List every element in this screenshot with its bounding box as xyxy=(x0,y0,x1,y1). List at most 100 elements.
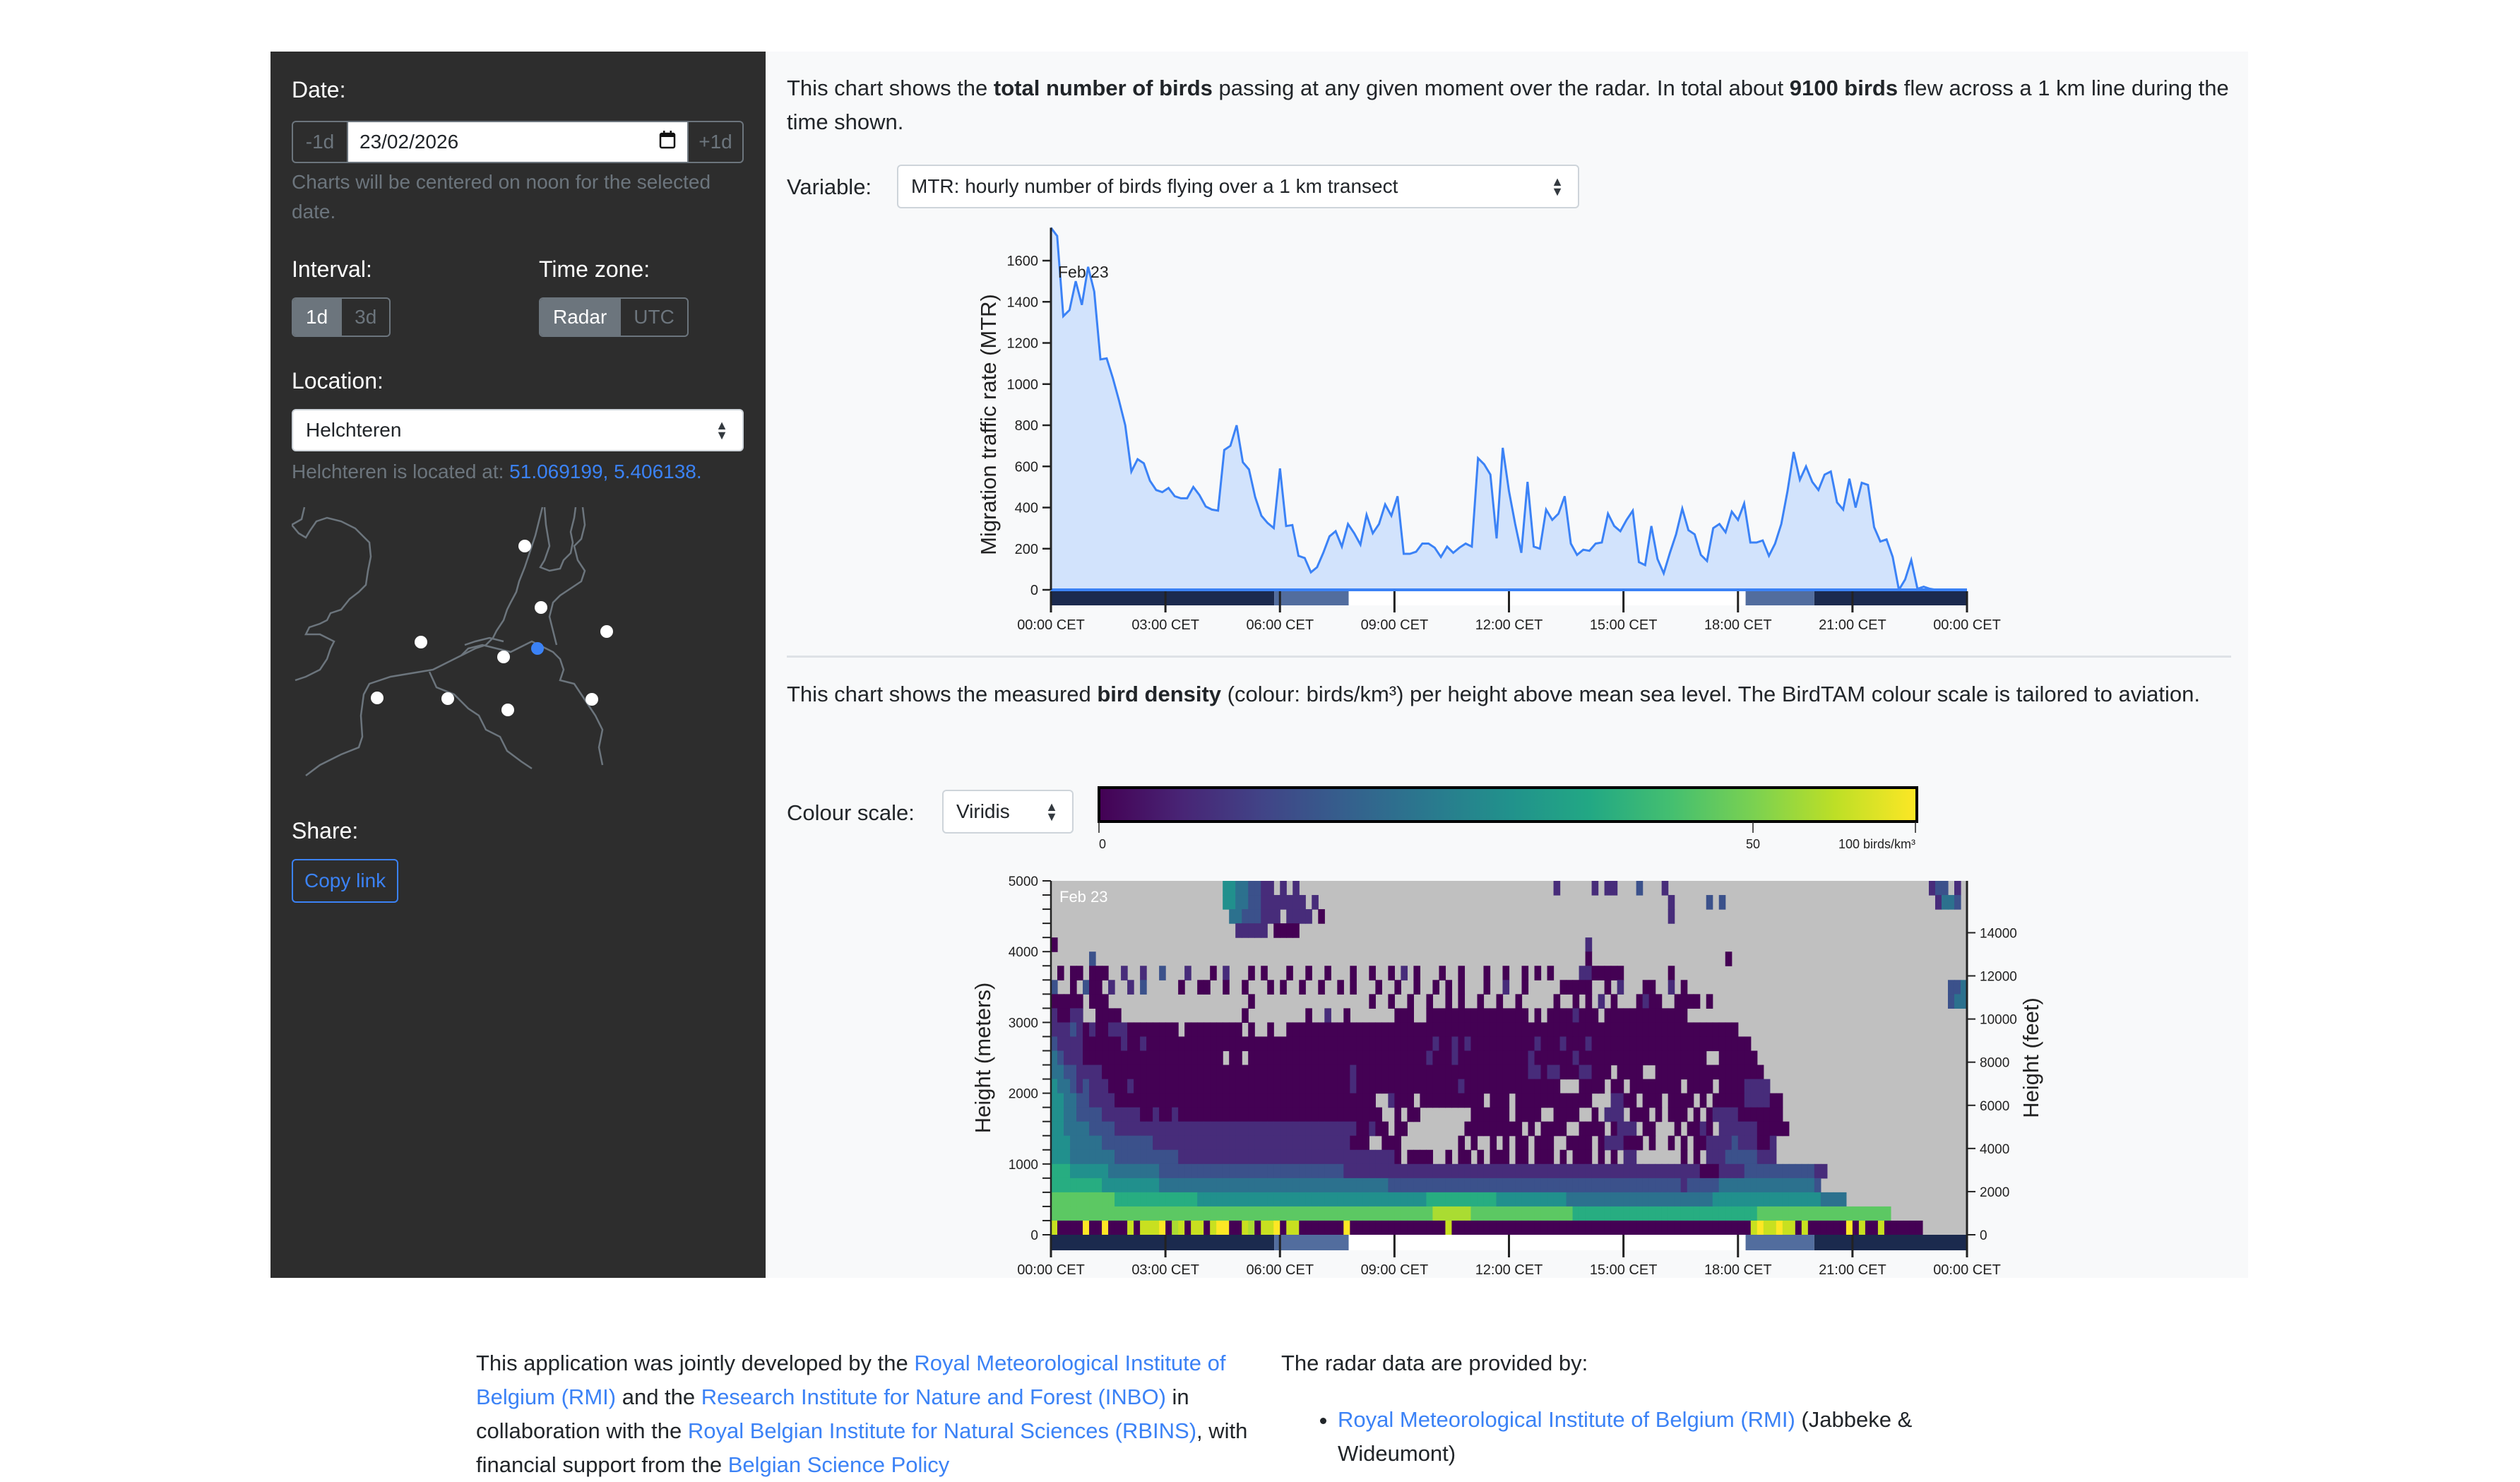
y-tick-label: 200 xyxy=(1015,542,1038,557)
timezone-radar-button[interactable]: Radar xyxy=(540,299,620,336)
x-tick-label: 18:00 CET xyxy=(1704,1262,1772,1278)
y-tick-label: 600 xyxy=(1015,459,1038,475)
y-tick-label-meters: 3000 xyxy=(1009,1016,1038,1031)
mtr-chart: 0 200 400 600 800 1000 1200 1400 1600 00:00 CET 03… xyxy=(976,227,2001,633)
x-tick-label: 21:00 CET xyxy=(1819,1262,1886,1278)
radar-marker[interactable] xyxy=(371,692,384,704)
interval-3d-button[interactable]: 3d xyxy=(340,299,389,336)
y-tick-label-feet: 12000 xyxy=(1980,970,2017,985)
x-tick-label: 09:00 CET xyxy=(1361,617,1429,633)
density-heatmap: 0 1000 2000 3000 4000 5000 0 2000 4000 6000 8000 10… xyxy=(970,875,2043,1278)
x-tick-label: 12:00 CET xyxy=(1475,1262,1543,1278)
footer-link[interactable]: Belgian Science Policy xyxy=(727,1452,950,1477)
radar-marker[interactable] xyxy=(415,636,427,648)
mtr-description: This chart shows the total number of bir… xyxy=(787,71,2235,139)
footer-link[interactable]: Research Institute for Nature and Forest… xyxy=(701,1385,1166,1409)
x-tick-label: 12:00 CET xyxy=(1475,617,1543,633)
coord-suffix: . xyxy=(696,461,702,482)
longitude-link[interactable]: 5.406138 xyxy=(614,461,696,482)
calendar-icon[interactable] xyxy=(659,130,676,154)
main-panel: This chart shows the total number of bir… xyxy=(766,52,2248,1278)
density-desc-text-1: This chart shows the measured xyxy=(787,682,1098,706)
colour-scale-label: Colour scale: xyxy=(787,800,915,825)
timezone-utc-button[interactable]: UTC xyxy=(619,299,687,336)
x-tick-label: 03:00 CET xyxy=(1131,617,1199,633)
y-tick-label-meters: 0 xyxy=(1030,1228,1038,1243)
night-bar-segment xyxy=(1051,1235,1275,1250)
night-bar-segment xyxy=(1814,591,1967,605)
selected-radar-marker[interactable] xyxy=(531,642,544,655)
location-coordinates: Helchteren is located at: 51.069199, 5.4… xyxy=(292,457,702,487)
select-arrows-icon: ▲ ▼ xyxy=(1045,800,1058,824)
section-divider xyxy=(787,656,2231,658)
radar-marker[interactable] xyxy=(497,651,510,663)
y-axis-label-feet: Height (feet) xyxy=(2019,997,2043,1118)
date-annotation: Feb 23 xyxy=(1058,263,1109,281)
x-tick-label: 06:00 CET xyxy=(1246,1262,1314,1278)
colour-scale-select[interactable]: Viridis ▲ ▼ xyxy=(942,790,1074,834)
night-bar-segment xyxy=(1274,591,1349,605)
interval-toggle: 1d 3d xyxy=(292,297,391,337)
radar-map[interactable] xyxy=(292,504,659,779)
radar-marker[interactable] xyxy=(441,692,454,705)
y-axis-label-meters: Height (meters) xyxy=(970,983,995,1134)
mtr-desc-text-1: This chart shows the xyxy=(787,76,994,100)
y-tick-label-feet: 6000 xyxy=(1980,1099,2009,1114)
location-label: Location: xyxy=(292,368,384,393)
y-tick-label-feet: 14000 xyxy=(1980,926,2017,941)
density-desc-bold: bird density xyxy=(1097,682,1222,706)
radar-marker[interactable] xyxy=(586,693,598,706)
mtr-desc-text-3: flew across a 1 km line during the time … xyxy=(787,76,2229,134)
radar-marker[interactable] xyxy=(518,540,531,552)
y-axis-label: Migration traffic rate (MTR) xyxy=(976,294,1001,555)
sidebar: Date: -1d 23/02/2026 +1d Charts will be … xyxy=(271,52,766,1278)
date-input[interactable]: 23/02/2026 xyxy=(347,122,689,162)
prev-day-button[interactable]: -1d xyxy=(305,131,335,153)
timezone-label: Time zone: xyxy=(539,256,650,282)
mtr-area xyxy=(1051,227,1961,590)
mtr-desc-bold-2: 9100 birds xyxy=(1789,76,1898,100)
night-bar-segment xyxy=(1745,1235,1814,1250)
map-outlines xyxy=(292,506,604,776)
provider-note: (Jabbeke & Wideumont) xyxy=(1338,1407,1913,1466)
provider-link[interactable]: Royal Meteorological Institute of Belgiu… xyxy=(1338,1407,1795,1432)
radar-marker[interactable] xyxy=(535,601,547,614)
y-tick-label-meters: 4000 xyxy=(1009,945,1038,960)
legend-tick-label: 0 xyxy=(1099,837,1106,850)
location-select[interactable]: Helchteren ▲ ▼ xyxy=(292,409,744,451)
date-label: Date: xyxy=(292,77,346,102)
footer-link[interactable]: Royal Meteorological Institute of Belgiu… xyxy=(476,1351,1226,1409)
coord-separator: , xyxy=(602,461,614,482)
location-text: Helchteren is located at: xyxy=(292,461,510,482)
legend-tick-label: 50 xyxy=(1746,837,1760,850)
location-value: Helchteren xyxy=(306,419,402,441)
x-tick-label: 00:00 CET xyxy=(1933,1262,2001,1278)
variable-select[interactable]: MTR: hourly number of birds flying over … xyxy=(897,165,1579,208)
date-annotation: Feb 23 xyxy=(1059,888,1108,906)
mtr-line xyxy=(1050,227,1961,593)
y-tick-label-meters: 5000 xyxy=(1009,875,1038,889)
colour-legend: 0 50 100 birds/km³ xyxy=(1098,786,1918,850)
interval-1d-button[interactable]: 1d xyxy=(293,299,341,336)
radar-marker[interactable] xyxy=(501,704,514,716)
night-bar-segment xyxy=(1274,1235,1349,1250)
y-tick-label-meters: 1000 xyxy=(1009,1158,1038,1173)
radar-marker[interactable] xyxy=(600,625,613,638)
y-tick-label: 1200 xyxy=(1007,336,1039,352)
y-tick-label: 800 xyxy=(1015,418,1038,434)
footer-credits: This application was jointly developed b… xyxy=(476,1346,1253,1482)
density-desc-text-2: (colour: birds/km³) per height above mea… xyxy=(1221,682,2200,706)
copy-link-button[interactable]: Copy link xyxy=(292,859,399,903)
y-tick-label-feet: 10000 xyxy=(1980,1013,2017,1028)
x-tick-label: 00:00 CET xyxy=(1933,617,2001,633)
footer-link[interactable]: Royal Belgian Institute for Natural Scie… xyxy=(687,1418,1197,1443)
density-description: This chart shows the measured bird densi… xyxy=(787,677,2235,711)
share-label: Share: xyxy=(292,818,359,843)
x-tick-label: 03:00 CET xyxy=(1131,1262,1199,1278)
latitude-link[interactable]: 51.069199 xyxy=(509,461,603,482)
provider-item: Royal Meteorological Institute of Belgiu… xyxy=(1338,1403,1987,1471)
y-tick-label: 0 xyxy=(1030,583,1038,598)
radar-markers xyxy=(371,540,613,716)
next-day-button[interactable]: +1d xyxy=(699,131,732,153)
date-picker: -1d 23/02/2026 +1d xyxy=(292,121,744,163)
